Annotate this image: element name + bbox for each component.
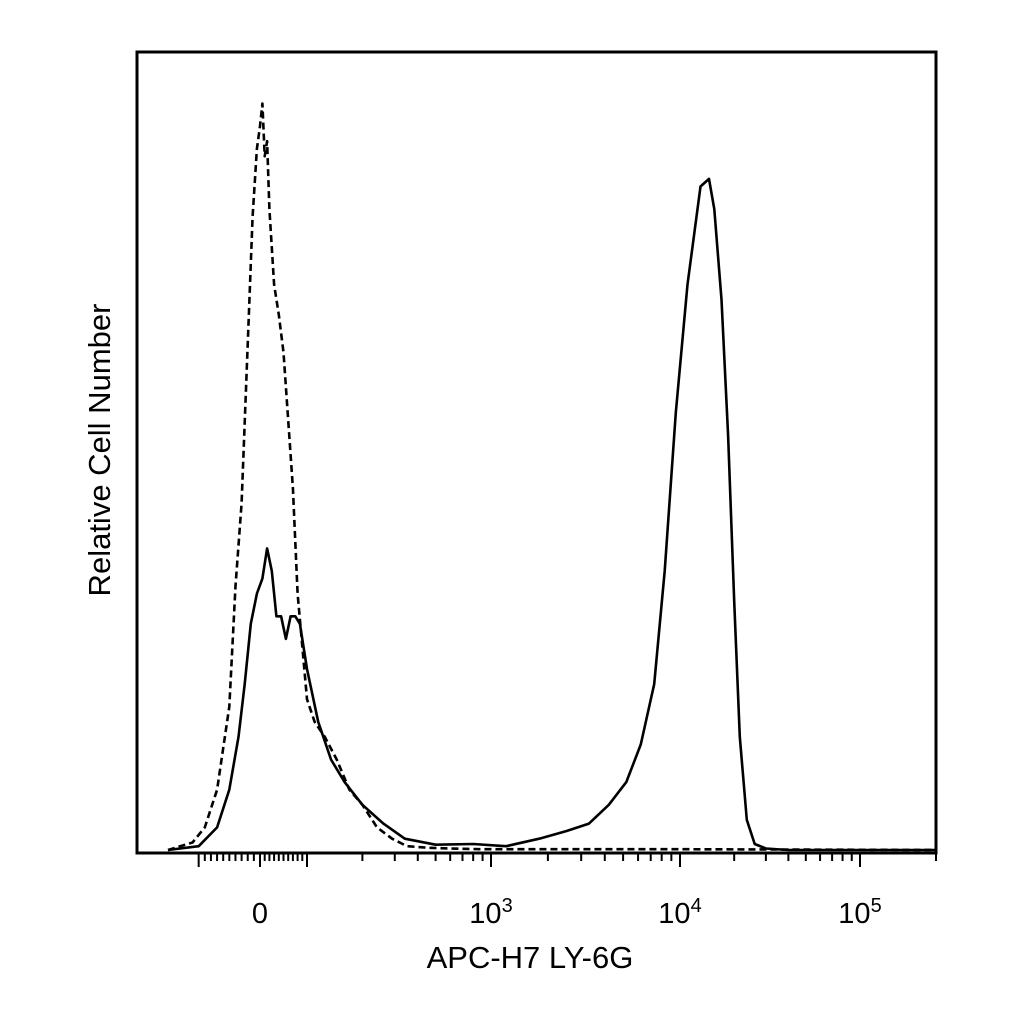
x-tick-label: 105 xyxy=(838,895,881,930)
solid-histogram-line xyxy=(167,177,936,852)
y-axis-title: Relative Cell Number xyxy=(82,304,117,597)
x-axis-tick-labels: 0 103 104 105 xyxy=(252,895,882,930)
x-tick-label: 0 xyxy=(252,898,268,930)
x-axis-ticks xyxy=(197,853,937,867)
dashed-histogram-line xyxy=(167,102,937,852)
plot-frame xyxy=(135,50,938,855)
x-axis-title: APC-H7 LY-6G xyxy=(427,940,634,975)
x-tick-label: 104 xyxy=(658,895,701,930)
x-tick-label: 103 xyxy=(469,895,512,930)
histogram-series xyxy=(167,102,937,852)
